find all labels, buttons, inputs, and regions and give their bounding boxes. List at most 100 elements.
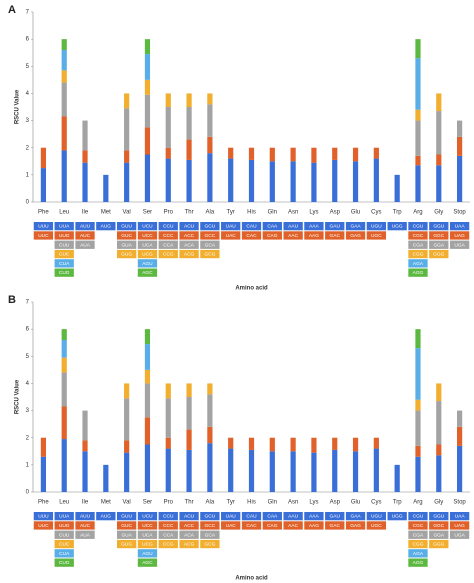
codon-cell [137,512,158,521]
codon-cell [262,231,282,240]
codon-label: ACA [184,242,195,248]
codon-label: UGA [454,532,465,538]
x-tick-label: Stop [453,500,466,506]
codon-cell [283,512,303,521]
codon-label: AAA [309,514,319,520]
bar-segment [144,329,151,345]
codon-cell [221,512,241,521]
x-tick-label: Gly [434,210,443,216]
codon-cell [33,231,54,240]
bar-segment [248,437,255,450]
bar-segment [61,329,67,340]
codon-cell [325,521,345,530]
codon-label: AAU [288,514,298,520]
codon-label: GGU [433,514,444,520]
bar-segment [61,340,67,358]
y-tick-label: 6 [26,37,30,43]
x-tick-label: Ala [206,500,215,506]
codon-label: AAU [288,224,298,230]
codon-cell [283,222,303,231]
codon-cell [54,240,74,249]
bar-segment [311,162,317,202]
codon-cell [137,268,158,277]
x-tick-label: Asn [288,500,298,506]
bar-segment [415,329,421,349]
bar-segment [186,139,192,160]
codon-label: CCG [163,252,174,258]
codon-label: ACU [184,514,195,520]
codon-label: GUA [121,242,132,248]
codon-cell [116,240,137,249]
codon-cell [179,249,199,259]
codon-cell [158,231,178,240]
codon-cell [137,231,158,240]
bar-segment [186,449,192,492]
codon-label: AGA [413,261,424,267]
codon-label: UAC [226,523,237,529]
x-tick-label: Ala [206,210,215,216]
codon-label: GGU [433,224,444,230]
x-tick-label: Pro [164,500,174,506]
codon-cell [325,512,345,521]
codon-label: CUA [59,261,70,267]
codon-label: CCG [163,542,174,548]
x-tick-label: Phe [38,210,49,216]
codon-cell [137,249,158,259]
bar-segment [248,147,255,160]
codon-label: UGU [371,514,382,520]
bar-segment [103,174,109,202]
codon-cell [429,539,449,549]
codon-label: UCA [142,242,153,248]
bar-segment [456,445,463,492]
bar-segment [61,406,67,440]
codon-cell [200,530,220,539]
bar-segment [352,451,359,492]
codon-label: CGG [413,252,424,258]
codon-cell [33,222,54,231]
codon-cell [408,512,428,521]
codon-label: GCA [205,532,216,538]
codon-cell [304,231,324,240]
codon-label: CGC [413,233,424,239]
codon-label: AGA [413,551,424,557]
bar-segment [436,444,442,456]
codon-label: CAU [246,224,257,230]
codon-label: GAA [350,224,361,230]
codon-cell [75,222,95,231]
codon-label: GUU [121,514,132,520]
x-tick-label: Leu [59,210,69,216]
codon-label: CGA [413,242,424,248]
codon-label: CAC [246,233,257,239]
codon-label: AAC [288,523,298,529]
codon-label: AAG [309,233,319,239]
x-tick-label: His [247,500,256,506]
codon-label: UGG [392,224,403,230]
x-tick-label: Asp [330,500,341,506]
codon-label: CCA [163,242,174,248]
codon-cell [54,512,74,521]
codon-label: AAA [309,224,319,230]
codon-label: GCG [204,252,215,258]
bar-segment [373,158,379,202]
codon-label: AUU [80,224,91,230]
x-tick-label: Ile [82,210,89,216]
codon-cell [304,222,324,231]
codon-cell [33,521,54,530]
bar-segment [124,162,130,202]
bar-segment [61,50,67,71]
codon-label: UUG [59,233,70,239]
bar-segment [82,410,88,441]
bar-segment [186,383,192,397]
codon-cell [325,231,345,240]
x-tick-label: Arg [413,500,422,506]
codon-cell [54,249,74,259]
bar-segment [40,456,47,492]
x-tick-label: Ile [82,500,89,506]
x-tick-label: Pro [164,210,174,216]
codon-label: CAU [246,514,257,520]
bar-segment [415,399,421,411]
codon-label: CCC [163,233,174,239]
x-tick-label: Tyr [227,500,235,506]
bar-segment [165,448,171,492]
codon-label: UCU [142,224,153,230]
